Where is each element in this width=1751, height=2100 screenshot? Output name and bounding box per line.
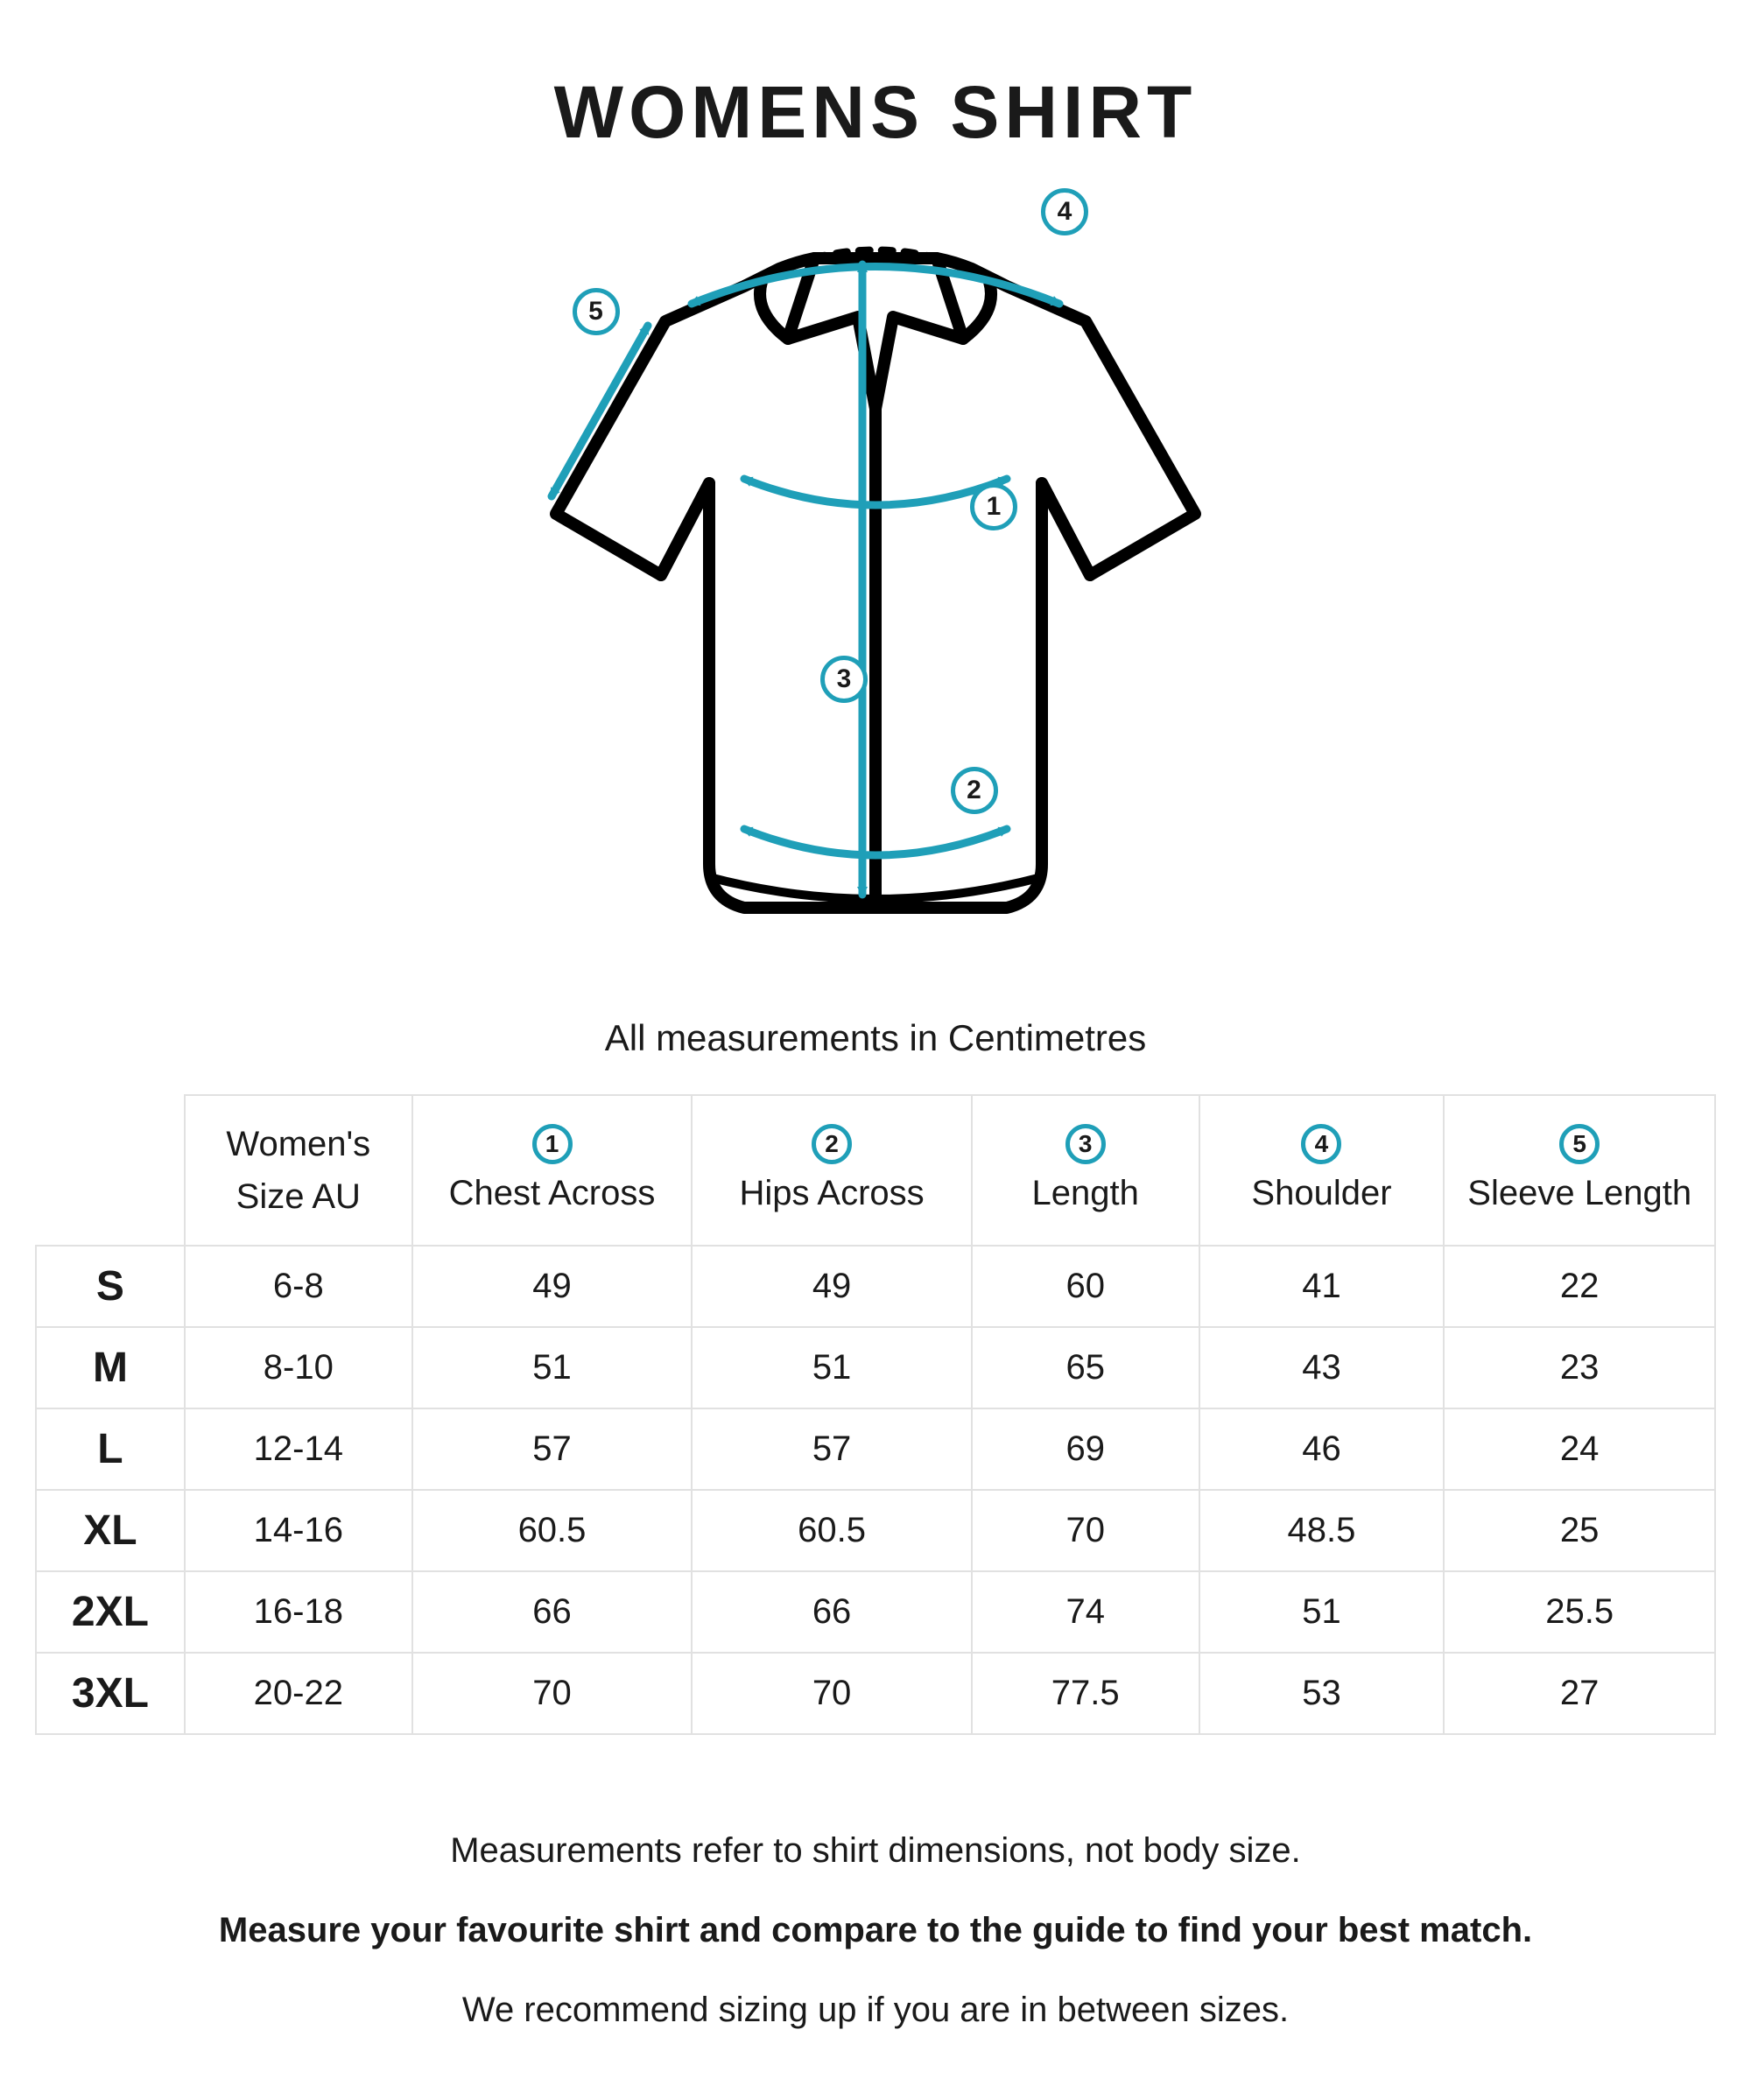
table-row: M8-105151654323 <box>36 1327 1715 1408</box>
measurement-cell: 60.5 <box>412 1490 693 1571</box>
table-row: XL14-1660.560.57048.525 <box>36 1490 1715 1571</box>
measurement-cell: 14-16 <box>185 1490 412 1571</box>
column-badge: 4 <box>1301 1124 1341 1164</box>
measurement-cell: 6-8 <box>185 1246 412 1327</box>
size-guide-page: WOMENS SHIRT <box>0 0 1751 2100</box>
measurement-cell: 66 <box>692 1571 972 1653</box>
measurement-cell: 22 <box>1444 1246 1715 1327</box>
column-label: Size AU <box>236 1173 361 1220</box>
measurement-cell: 27 <box>1444 1653 1715 1734</box>
measurement-cell: 24 <box>1444 1408 1715 1490</box>
table-column-header: 4 Shoulder <box>1199 1095 1445 1246</box>
measurement-cell: 70 <box>692 1653 972 1734</box>
table-body: S6-84949604122M8-105151654323L12-1457576… <box>36 1246 1715 1734</box>
measurement-cell: 77.5 <box>972 1653 1199 1734</box>
measurement-cell: 70 <box>972 1490 1199 1571</box>
table-row: S6-84949604122 <box>36 1246 1715 1327</box>
column-label: Shoulder <box>1251 1169 1391 1217</box>
column-badge: 2 <box>812 1124 852 1164</box>
size-label-cell: M <box>36 1327 185 1408</box>
marker-badge: 1 <box>970 483 1017 530</box>
size-label-cell: XL <box>36 1490 185 1571</box>
table-column-header: 2 Hips Across <box>692 1095 972 1246</box>
measurement-cell: 49 <box>692 1246 972 1327</box>
table-row: 2XL16-186666745125.5 <box>36 1571 1715 1653</box>
marker-badge: 4 <box>1041 188 1088 235</box>
column-badge: 5 <box>1559 1124 1600 1164</box>
table-column-header: Women's Size AU <box>185 1095 412 1246</box>
measurement-cell: 43 <box>1199 1327 1445 1408</box>
measurement-cell: 66 <box>412 1571 693 1653</box>
measurement-cell: 70 <box>412 1653 693 1734</box>
column-label: Sleeve Length <box>1467 1169 1691 1217</box>
measurement-cell: 65 <box>972 1327 1199 1408</box>
column-badge: 1 <box>532 1124 573 1164</box>
measurement-cell: 57 <box>692 1408 972 1490</box>
measurement-cell: 57 <box>412 1408 693 1490</box>
size-label-cell: L <box>36 1408 185 1490</box>
size-label-cell: 2XL <box>36 1571 185 1653</box>
page-title: WOMENS SHIRT <box>554 70 1198 155</box>
diagram-marker-5: 5 <box>573 288 620 335</box>
note-line: We recommend sizing up if you are in bet… <box>462 1991 1289 2030</box>
measurement-cell: 20-22 <box>185 1653 412 1734</box>
measurement-cell: 41 <box>1199 1246 1445 1327</box>
measurement-cell: 49 <box>412 1246 693 1327</box>
column-label: Women's <box>226 1120 370 1168</box>
measurement-cell: 46 <box>1199 1408 1445 1490</box>
size-chart-table: Women's Size AU 1 Chest Across 2 Hips Across 3… <box>35 1094 1716 1735</box>
measurement-cell: 74 <box>972 1571 1199 1653</box>
table-row: L12-145757694624 <box>36 1408 1715 1490</box>
measurement-cell: 51 <box>412 1327 693 1408</box>
marker-badge: 2 <box>951 767 998 814</box>
marker-badge: 5 <box>573 288 620 335</box>
measurement-cell: 48.5 <box>1199 1490 1445 1571</box>
table-column-header: 3 Length <box>972 1095 1199 1246</box>
measurement-cell: 51 <box>1199 1571 1445 1653</box>
table-header-row: Women's Size AU 1 Chest Across 2 Hips Across 3… <box>36 1095 1715 1246</box>
measurement-cell: 60.5 <box>692 1490 972 1571</box>
column-badge: 3 <box>1065 1124 1106 1164</box>
diagram-marker-2: 2 <box>951 767 998 814</box>
column-label: Hips Across <box>739 1169 924 1217</box>
marker-badge: 3 <box>820 656 868 703</box>
table-column-header: 1 Chest Across <box>412 1095 693 1246</box>
note-line: Measurements refer to shirt dimensions, … <box>450 1831 1301 1871</box>
measurement-cell: 16-18 <box>185 1571 412 1653</box>
measurement-cell: 8-10 <box>185 1327 412 1408</box>
measurement-cell: 69 <box>972 1408 1199 1490</box>
size-label-cell: S <box>36 1246 185 1327</box>
shirt-diagram: 1 2 3 4 5 <box>482 181 1269 947</box>
measurement-cell: 25 <box>1444 1490 1715 1571</box>
measurement-cell: 51 <box>692 1327 972 1408</box>
measurement-units-label: All measurements in Centimetres <box>605 1017 1147 1059</box>
diagram-marker-4: 4 <box>1041 188 1088 235</box>
table-column-header: 5 Sleeve Length <box>1444 1095 1715 1246</box>
note-line: Measure your favourite shirt and compare… <box>219 1911 1532 1950</box>
size-label-cell: 3XL <box>36 1653 185 1734</box>
column-label: Chest Across <box>449 1169 656 1217</box>
measurement-cell: 60 <box>972 1246 1199 1327</box>
diagram-marker-3: 3 <box>820 656 868 703</box>
diagram-marker-1: 1 <box>970 483 1017 530</box>
column-label: Length <box>1032 1169 1139 1217</box>
notes-section: Measurements refer to shirt dimensions, … <box>219 1831 1532 2030</box>
measurement-cell: 12-14 <box>185 1408 412 1490</box>
table-row: 3XL20-22707077.55327 <box>36 1653 1715 1734</box>
measurement-cell: 53 <box>1199 1653 1445 1734</box>
table-corner-cell <box>36 1095 185 1246</box>
measurement-cell: 23 <box>1444 1327 1715 1408</box>
measurement-cell: 25.5 <box>1444 1571 1715 1653</box>
